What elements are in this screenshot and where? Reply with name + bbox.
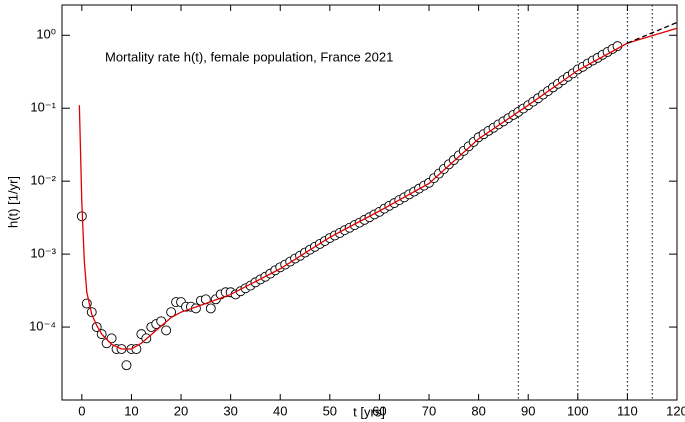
x-tick-label: 110 <box>617 403 638 418</box>
data-point <box>121 360 132 371</box>
x-tick-label: 60 <box>372 403 386 418</box>
x-tick-label: 10 <box>124 403 138 418</box>
y-axis-label: h(t) [1/yr] <box>5 176 20 228</box>
x-tick-label: 120 <box>666 403 685 418</box>
x-tick-label: 70 <box>422 403 436 418</box>
x-tick-label: 30 <box>223 403 237 418</box>
y-tick-label: 10⁻⁴ <box>29 318 56 333</box>
x-tick-label: 20 <box>174 403 188 418</box>
annotation: Mortality rate h(t), female population, … <box>105 49 393 64</box>
data-point <box>205 303 216 314</box>
x-tick-label: 50 <box>323 403 337 418</box>
y-tick-label: 10⁻³ <box>30 246 56 261</box>
x-tick-label: 0 <box>78 403 85 418</box>
y-tick-label: 10⁻¹ <box>30 100 56 115</box>
data-point <box>156 316 167 327</box>
x-axis-label: t [yrs] <box>353 404 385 419</box>
plot-frame <box>61 4 678 401</box>
data-point <box>161 325 172 336</box>
x-tick-label: 40 <box>273 403 287 418</box>
data-point <box>106 333 117 344</box>
x-tick-label: 80 <box>471 403 485 418</box>
x-tick-label: 90 <box>521 403 535 418</box>
x-tick-label: 100 <box>567 403 589 418</box>
y-tick-label: 10⁰ <box>36 27 56 42</box>
y-tick-label: 10⁻² <box>30 173 56 188</box>
fit-line <box>78 27 678 350</box>
data-point <box>166 307 177 318</box>
fit-line <box>627 21 678 44</box>
